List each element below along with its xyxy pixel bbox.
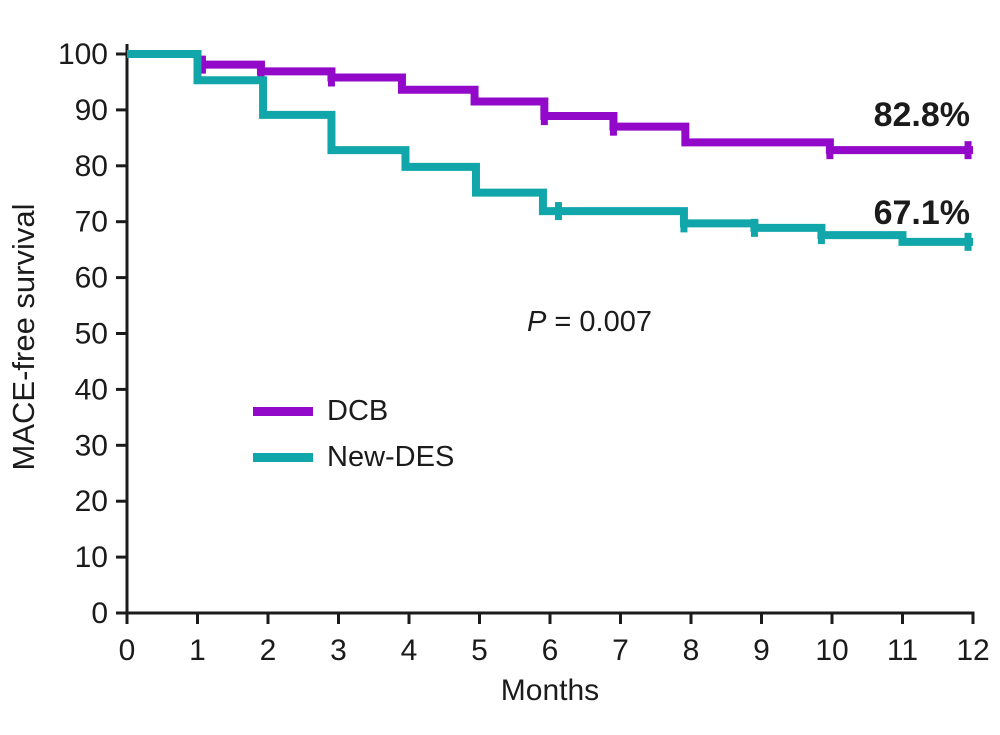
legend-label-dcb: DCB xyxy=(327,394,389,427)
p-value-annotation: P = 0.007 xyxy=(527,306,652,339)
p-value-text: = 0.007 xyxy=(546,306,652,338)
x-tick-label: 4 xyxy=(401,634,418,667)
x-tick-label: 0 xyxy=(119,634,136,667)
censor-tick-new-des xyxy=(680,214,688,233)
x-tick-label: 7 xyxy=(612,634,629,667)
final-rate-label-new-des: 67.1% xyxy=(873,194,970,232)
censor-tick-new-des xyxy=(964,232,972,251)
x-tick-label: 11 xyxy=(887,634,918,667)
y-tick-label: 40 xyxy=(75,373,108,406)
y-tick-label: 50 xyxy=(75,318,108,351)
legend-swatch-new-des xyxy=(253,452,313,462)
legend-item-new-des: New-DES xyxy=(253,440,455,473)
x-axis-title: Months xyxy=(500,674,600,707)
censor-tick-dcb xyxy=(198,55,206,74)
censor-tick-dcb xyxy=(327,68,335,87)
censor-tick-dcb xyxy=(826,141,834,160)
censor-tick-dcb xyxy=(257,62,265,81)
y-tick-label: 0 xyxy=(91,597,108,630)
final-rate-label-dcb: 82.8% xyxy=(873,96,970,134)
y-tick-label: 30 xyxy=(75,429,108,462)
x-tick-label: 5 xyxy=(471,634,488,667)
legend-item-dcb: DCB xyxy=(253,394,454,427)
x-tick-label: 2 xyxy=(260,634,277,667)
survival-curve-dcb xyxy=(127,50,973,155)
y-tick-label: 10 xyxy=(75,541,108,574)
y-tick-label: 90 xyxy=(75,94,108,127)
y-tick-label: 70 xyxy=(75,206,108,239)
censor-tick-new-des xyxy=(750,218,758,237)
x-tick-label: 9 xyxy=(753,634,770,667)
censor-tick-dcb xyxy=(609,117,617,136)
legend-swatch-dcb xyxy=(253,406,313,416)
y-tick-label: 60 xyxy=(75,262,108,295)
y-tick-label: 100 xyxy=(58,38,108,71)
y-axis-title: MACE-free survival xyxy=(6,203,41,471)
censor-tick-new-des xyxy=(554,202,562,221)
x-tick-label: 12 xyxy=(956,634,989,667)
legend: DCB New-DES xyxy=(253,394,455,488)
y-tick-label: 80 xyxy=(75,150,108,183)
x-tick-label: 6 xyxy=(542,634,559,667)
y-tick-label: 20 xyxy=(75,485,108,518)
p-value-symbol: P xyxy=(527,306,547,338)
legend-label-new-des: New-DES xyxy=(327,440,455,473)
censor-tick-dcb xyxy=(964,141,972,160)
x-tick-label: 8 xyxy=(683,634,700,667)
x-tick-label: 10 xyxy=(815,634,848,667)
censor-tick-dcb xyxy=(540,107,548,126)
x-tick-label: 1 xyxy=(189,634,206,667)
x-tick-label: 3 xyxy=(330,634,347,667)
censor-tick-new-des xyxy=(817,226,825,245)
